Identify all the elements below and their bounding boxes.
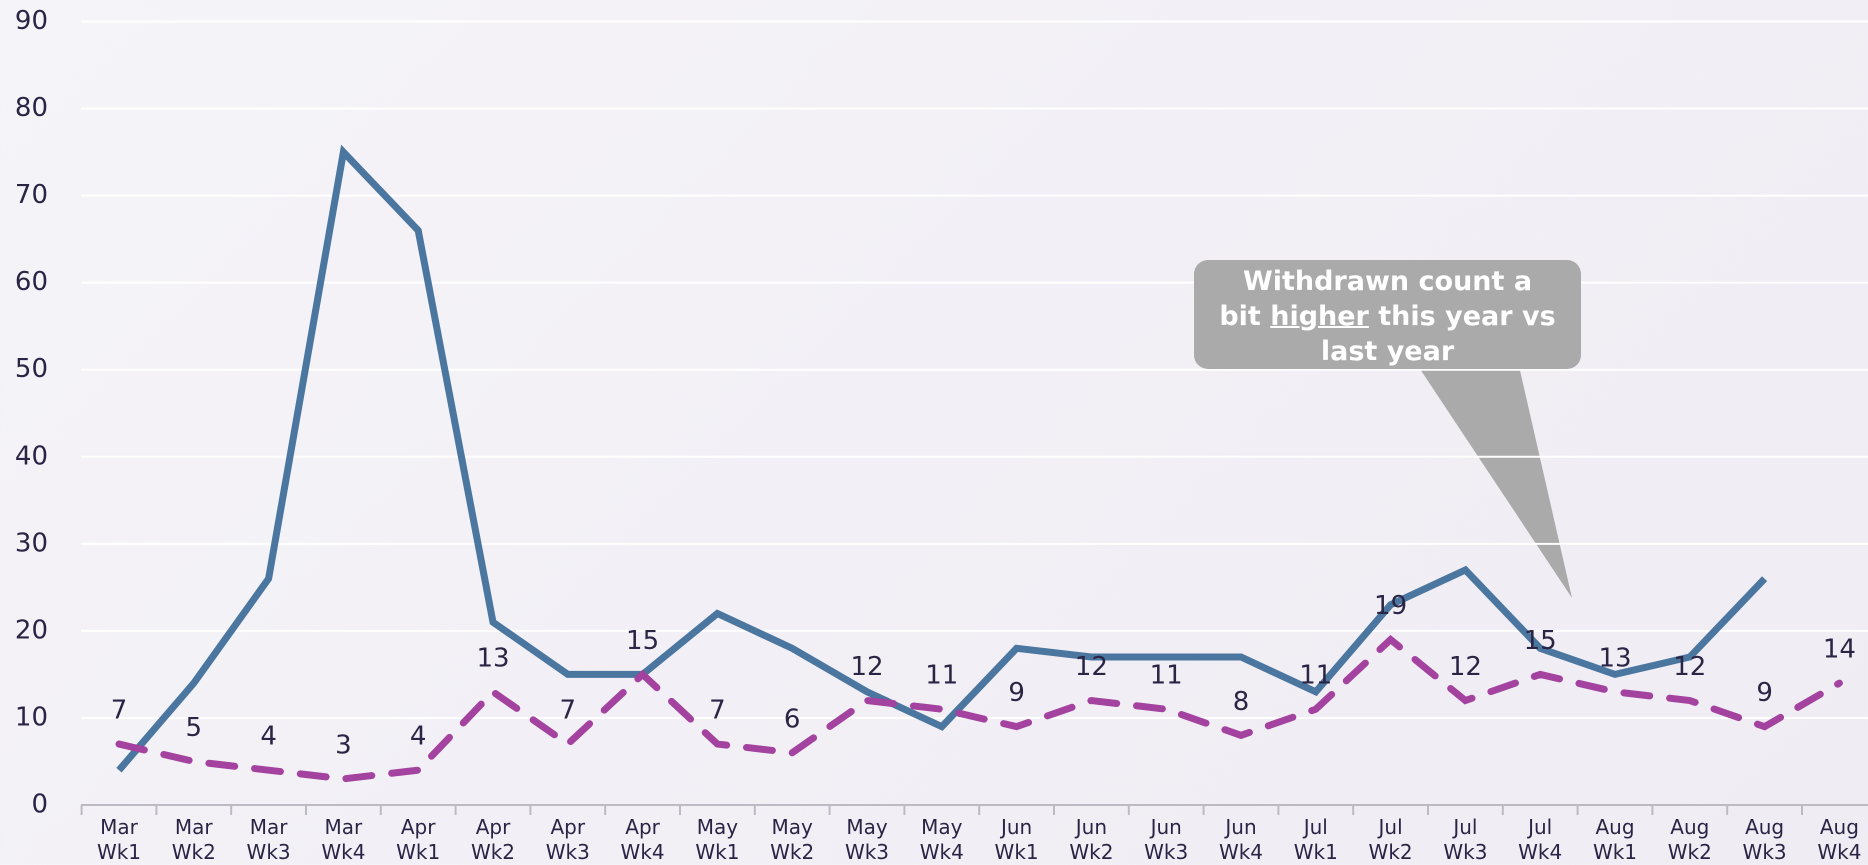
data-label: 9 (1756, 678, 1773, 708)
callout-text: this year vs last year (1320, 301, 1556, 367)
y-tick-label: 30 (15, 528, 48, 558)
data-label: 7 (709, 696, 726, 726)
series-line (115, 634, 1843, 783)
data-label: 7 (560, 696, 577, 726)
x-tick-label: Aug Wk4 (1817, 815, 1862, 864)
y-tick-label: 60 (15, 267, 48, 297)
x-tick-label: Apr Wk1 (396, 815, 441, 864)
y-tick-label: 0 (31, 790, 48, 820)
series-line (116, 144, 1768, 773)
data-label: 14 (1823, 635, 1856, 665)
y-tick-label: 10 (15, 702, 48, 732)
x-tick-label: Mar Wk2 (171, 815, 216, 864)
callout-pointer (1418, 366, 1572, 598)
y-tick-label: 20 (15, 615, 48, 645)
x-tick-label: Jun Wk2 (1069, 815, 1114, 864)
data-label: 3 (335, 730, 352, 760)
x-tick-label: May Wk2 (770, 815, 815, 864)
data-label: 11 (925, 661, 958, 691)
data-label: 11 (1150, 661, 1183, 691)
callout-emphasis: higher (1270, 301, 1369, 332)
data-label: 5 (186, 713, 203, 743)
data-label: 15 (1524, 626, 1557, 656)
data-label: 19 (1374, 591, 1407, 621)
data-label: 15 (626, 626, 659, 656)
data-label: 9 (1008, 678, 1025, 708)
data-label: 8 (1233, 687, 1250, 717)
data-label: 13 (1598, 643, 1631, 673)
x-tick-label: Apr Wk2 (470, 815, 516, 864)
data-label: 11 (1299, 661, 1332, 691)
x-tick-label: Mar Wk3 (246, 815, 291, 864)
x-tick-label: Mar Wk1 (96, 815, 142, 864)
y-tick-label: 80 (15, 93, 48, 123)
data-label: 6 (784, 704, 801, 734)
x-tick-label: Aug Wk2 (1667, 815, 1712, 864)
x-tick-label: Apr Wk4 (620, 815, 665, 864)
x-tick-label: Jul Wk4 (1518, 815, 1563, 864)
x-tick-label: May Wk4 (919, 815, 964, 864)
x-tick-label: Aug Wk3 (1742, 815, 1787, 864)
data-label: 4 (410, 722, 427, 752)
x-tick-label: Jul Wk1 (1293, 815, 1338, 864)
x-tick-label: Jun Wk1 (994, 815, 1039, 864)
y-tick-label: 70 (15, 180, 48, 210)
data-label: 4 (260, 722, 277, 752)
x-tick-label: Mar Wk4 (321, 815, 366, 864)
x-tick-label: May Wk1 (695, 815, 740, 864)
data-label: 7 (111, 696, 128, 726)
x-tick-label: Jun Wk4 (1218, 815, 1264, 864)
data-label: 12 (1449, 652, 1482, 682)
x-tick-label: Jul Wk3 (1443, 815, 1488, 864)
x-tick-label: May Wk3 (844, 815, 890, 864)
y-tick-label: 90 (15, 6, 48, 36)
y-tick-label: 40 (15, 441, 48, 471)
plot: 0 10 20 30 40 50 60 70 80 90 7 5 4 3 4 13 7 15 7 6 12 11 9 12 11… (15, 6, 1868, 820)
data-label: 13 (476, 643, 509, 673)
data-label: 12 (1673, 652, 1706, 682)
x-tick-label: Apr Wk3 (545, 815, 590, 864)
x-tick-label: Jul Wk2 (1368, 815, 1413, 864)
x-tick-label: Aug Wk1 (1592, 815, 1638, 864)
callout: Withdrawn count a bit higher this year v… (1194, 260, 1581, 369)
x-tick-label: Jun Wk3 (1144, 815, 1189, 864)
data-label: 12 (850, 652, 883, 682)
y-tick-label: 50 (15, 354, 48, 384)
data-label: 12 (1075, 652, 1108, 682)
callout-text: Withdrawn count a bit (1219, 266, 1533, 332)
